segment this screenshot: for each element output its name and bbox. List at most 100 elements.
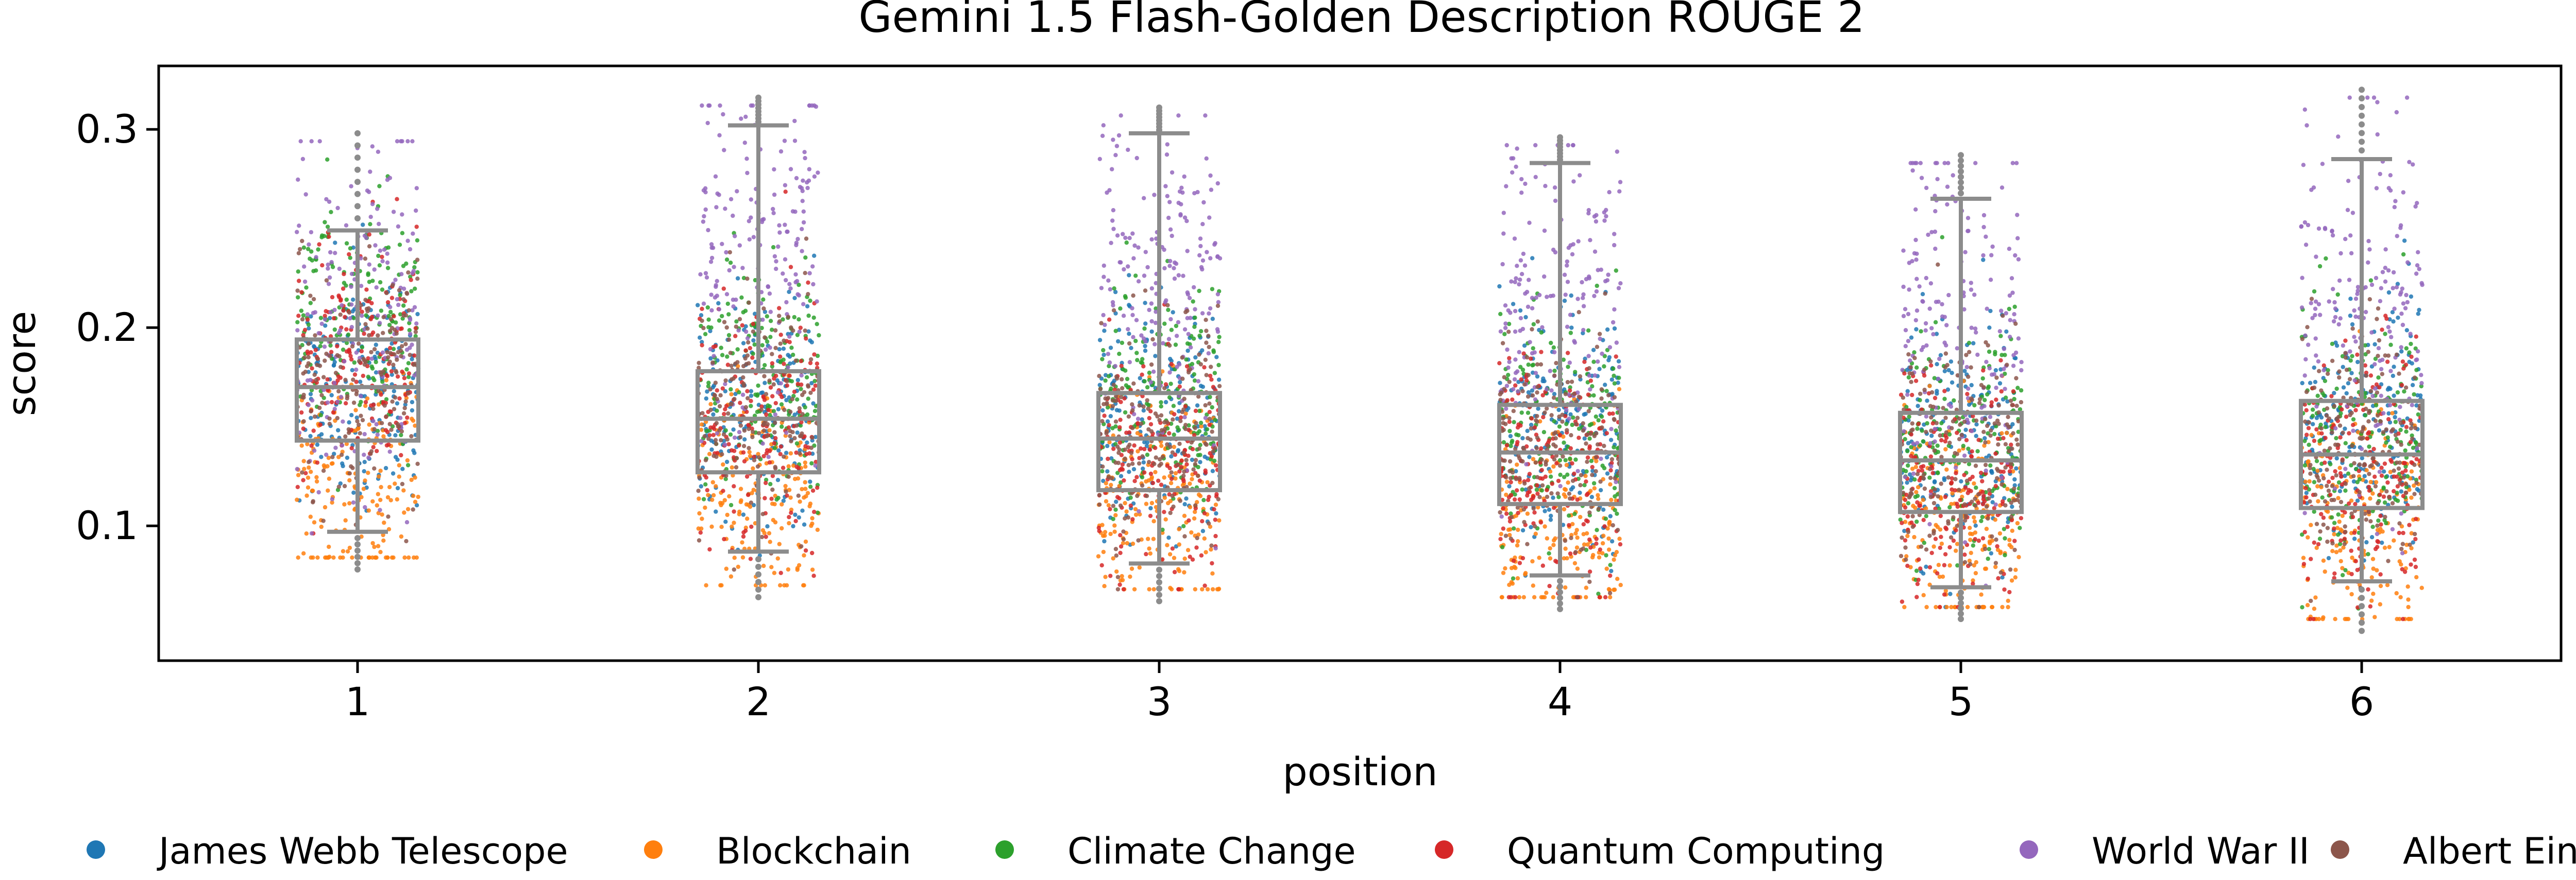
strip-point	[795, 333, 800, 337]
strip-point	[1916, 422, 1921, 426]
strip-point	[1121, 314, 1126, 318]
strip-point	[385, 374, 390, 378]
strip-point	[1205, 480, 1210, 485]
strip-point	[410, 342, 414, 347]
strip-point	[2006, 605, 2010, 610]
strip-point	[333, 240, 337, 245]
strip-point	[1165, 543, 1170, 547]
strip-point	[1582, 542, 1587, 547]
strip-point	[1617, 365, 1622, 369]
strip-point	[737, 430, 742, 435]
strip-point	[791, 524, 795, 529]
strip-point	[324, 278, 329, 283]
strip-point	[1609, 377, 1614, 382]
strip-point	[728, 432, 733, 437]
strip-point	[773, 412, 778, 417]
strip-point	[1143, 348, 1148, 353]
strip-point	[1102, 413, 1107, 418]
strip-point	[1100, 533, 1106, 538]
strip-point	[1520, 459, 1525, 464]
strip-point	[1511, 576, 1516, 581]
strip-point	[722, 537, 726, 542]
strip-point	[1148, 380, 1153, 385]
strip-point	[1613, 508, 1617, 512]
strip-point	[1526, 410, 1531, 415]
strip-point	[386, 355, 391, 360]
strip-point	[1504, 479, 1510, 484]
strip-point	[700, 103, 704, 108]
strip-point	[1968, 525, 1972, 530]
strip-point	[717, 318, 722, 323]
strip-point	[1535, 390, 1539, 395]
strip-point	[1182, 215, 1188, 220]
strip-point	[1524, 378, 1529, 383]
strip-point	[706, 228, 710, 233]
strip-point	[315, 363, 319, 367]
strip-point	[1142, 379, 1147, 384]
strip-point	[1939, 541, 1944, 546]
strip-point	[788, 265, 793, 269]
strip-point	[711, 344, 716, 350]
strip-point	[317, 405, 322, 410]
strip-point	[1118, 306, 1123, 311]
strip-point	[1138, 376, 1142, 381]
strip-point	[1507, 359, 1512, 365]
strip-point	[349, 446, 354, 451]
strip-point	[1144, 443, 1149, 448]
strip-point	[1585, 459, 1589, 464]
strip-point	[1120, 574, 1124, 579]
strip-point	[1513, 565, 1518, 571]
strip-point	[771, 382, 776, 387]
strip-point	[762, 309, 768, 314]
strip-point	[300, 238, 304, 244]
strip-point	[402, 406, 407, 410]
strip-point	[1982, 443, 1987, 448]
strip-point	[1568, 412, 1573, 417]
strip-point	[817, 333, 821, 338]
strip-point	[1150, 337, 1155, 342]
strip-point	[1596, 496, 1601, 501]
strip-point	[787, 521, 791, 526]
strip-point	[1906, 375, 1911, 380]
strip-point	[1993, 484, 1998, 489]
strip-point	[700, 516, 704, 521]
strip-point	[1202, 511, 1207, 515]
strip-point	[1202, 365, 1207, 370]
strip-point	[699, 422, 704, 427]
strip-point	[739, 116, 743, 121]
strip-point	[385, 495, 391, 499]
strip-point	[1514, 432, 1519, 437]
strip-point	[1210, 561, 1214, 566]
strip-point	[299, 410, 304, 415]
strip-point	[720, 452, 724, 457]
strip-point	[319, 455, 324, 459]
strip-point	[1905, 389, 1910, 393]
strip-point	[317, 139, 322, 144]
strip-point	[781, 465, 786, 470]
strip-point	[1989, 551, 1993, 556]
strip-point	[1172, 570, 1177, 575]
strip-point	[1969, 454, 1974, 459]
strip-point	[1936, 563, 1941, 567]
strip-point	[1585, 519, 1590, 524]
strip-point	[368, 169, 372, 174]
strip-point	[1165, 303, 1170, 307]
strip-point	[1213, 546, 1218, 551]
strip-point	[705, 389, 709, 394]
strip-point	[365, 188, 370, 193]
strip-point	[392, 389, 396, 393]
strip-point	[760, 441, 765, 446]
strip-point	[1552, 185, 1557, 190]
strip-point	[704, 583, 708, 588]
strip-point	[1528, 340, 1532, 344]
strip-point	[782, 583, 787, 588]
strip-point	[364, 287, 369, 292]
strip-point	[343, 518, 348, 523]
strip-point	[741, 341, 746, 346]
strip-point	[1207, 401, 1212, 406]
strip-point	[351, 500, 356, 505]
strip-point	[1987, 547, 1991, 551]
strip-point	[1557, 463, 1563, 468]
strip-point	[295, 328, 300, 333]
strip-point	[783, 484, 788, 489]
